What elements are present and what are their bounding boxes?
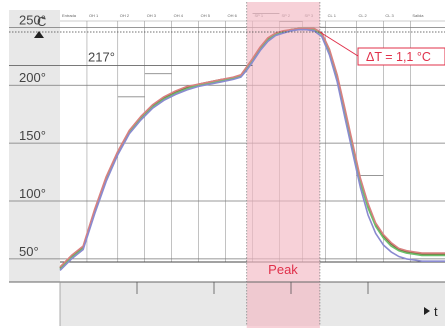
delta-t-box (357, 47, 445, 66)
zone-label-11: CL 2 (358, 13, 367, 18)
delta-t-label: ΔT = 1,1 °C (366, 50, 431, 64)
y-tick-label-1: 200° (19, 70, 46, 85)
series-line-1 (59, 27, 445, 270)
zone-label-2: OH 2 (120, 13, 130, 18)
y-tick-label-4: 50° (19, 244, 39, 259)
zone-label-5: OH 5 (201, 13, 211, 18)
zone-label-4: OH 4 (174, 13, 184, 18)
x-axis-label: t (434, 304, 438, 319)
series-line-3 (59, 28, 445, 271)
y-axis-arrow-icon (34, 31, 44, 38)
y-axis-label: C (37, 14, 46, 29)
zone-label-10: CL 1 (328, 13, 337, 18)
delta-t-connector (319, 31, 359, 57)
time-axis-arrow-icon (424, 307, 430, 315)
zone-label-6: OH 6 (228, 13, 238, 18)
time-ticks-layer (136, 282, 369, 294)
zone-label-0: Entrada (62, 13, 77, 18)
y-tick-label-0: 250° (19, 12, 46, 27)
y-tick-label-3: 100° (19, 186, 46, 201)
y-tick-label-2: 150° (19, 128, 46, 143)
y-ticks-layer: 250° 200° 150° 100° 50° (9, 12, 60, 260)
zone-label-12: CL 3 (385, 13, 394, 18)
zone-label-1: OH 1 (89, 13, 99, 18)
zone-label-13: Salida (412, 13, 424, 18)
y-axis-panel (9, 10, 60, 282)
peak-label: Peak (268, 262, 298, 277)
peak-region (246, 2, 320, 328)
reference-line-label: 217° (88, 50, 115, 65)
zone-label-3: OH 3 (147, 13, 157, 18)
